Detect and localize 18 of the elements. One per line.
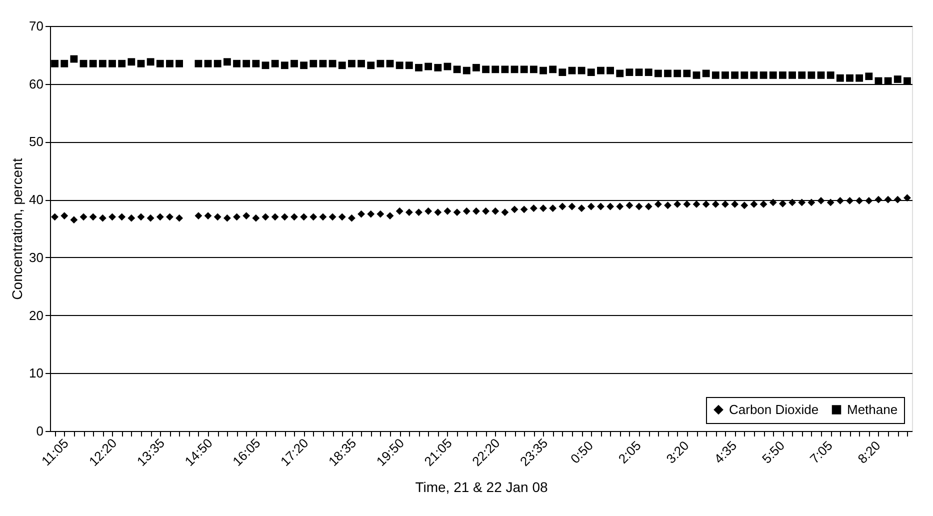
- y-axis-title: Concentration, percent: [9, 158, 26, 300]
- x-tick-label: 8:20: [854, 438, 884, 466]
- y-tick-label: 70: [29, 18, 44, 34]
- x-tick-label: 5:50: [759, 438, 788, 466]
- x-tick-label: 7:05: [806, 438, 836, 466]
- y-tick-label: 50: [29, 134, 44, 150]
- x-tick-label: 3:20: [663, 438, 692, 466]
- y-tick-label: 0: [36, 424, 44, 438]
- legend-label: Carbon Dioxide: [729, 402, 819, 417]
- y-tick-label: 10: [29, 366, 44, 381]
- x-tick-label: 0:50: [567, 438, 596, 466]
- y-tick-label: 40: [29, 192, 44, 208]
- y-tick-label: 60: [29, 76, 44, 92]
- legend-label: Methane: [847, 402, 898, 417]
- x-axis-title: Time, 21 & 22 Jan 08: [415, 478, 548, 495]
- y-tick-label: 20: [29, 308, 44, 323]
- x-tick-label: 4:35: [711, 438, 740, 466]
- y-tick-label: 30: [29, 250, 44, 265]
